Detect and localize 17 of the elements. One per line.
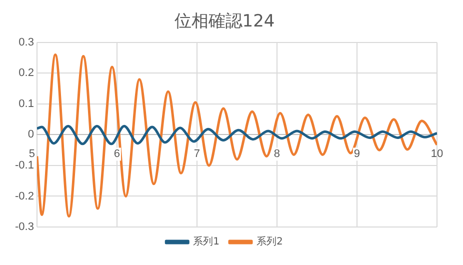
x-tick-label: 7	[194, 148, 200, 160]
y-tick-label: -0.2	[14, 190, 34, 202]
legend-label: 系列2	[256, 236, 283, 248]
y-tick-label: -0.3	[14, 221, 34, 234]
y-tick-label: 0.3	[18, 36, 34, 48]
x-tick-label: 5	[28, 148, 35, 160]
line-series	[36, 124, 437, 146]
legend-label: 系列1	[193, 236, 220, 248]
x-tick-label: 8	[274, 148, 280, 160]
y-tick-label: 0.2	[18, 67, 34, 80]
x-tick-label: 6	[114, 148, 120, 160]
chart-title: 位相確認124	[174, 12, 275, 32]
y-tick-label: 0.1	[18, 98, 34, 110]
x-tick-label: 9	[354, 148, 360, 160]
y-tick-label: 0	[28, 128, 34, 141]
y-tick-label: -0.1	[14, 160, 34, 172]
x-tick-label: 10	[430, 148, 444, 160]
